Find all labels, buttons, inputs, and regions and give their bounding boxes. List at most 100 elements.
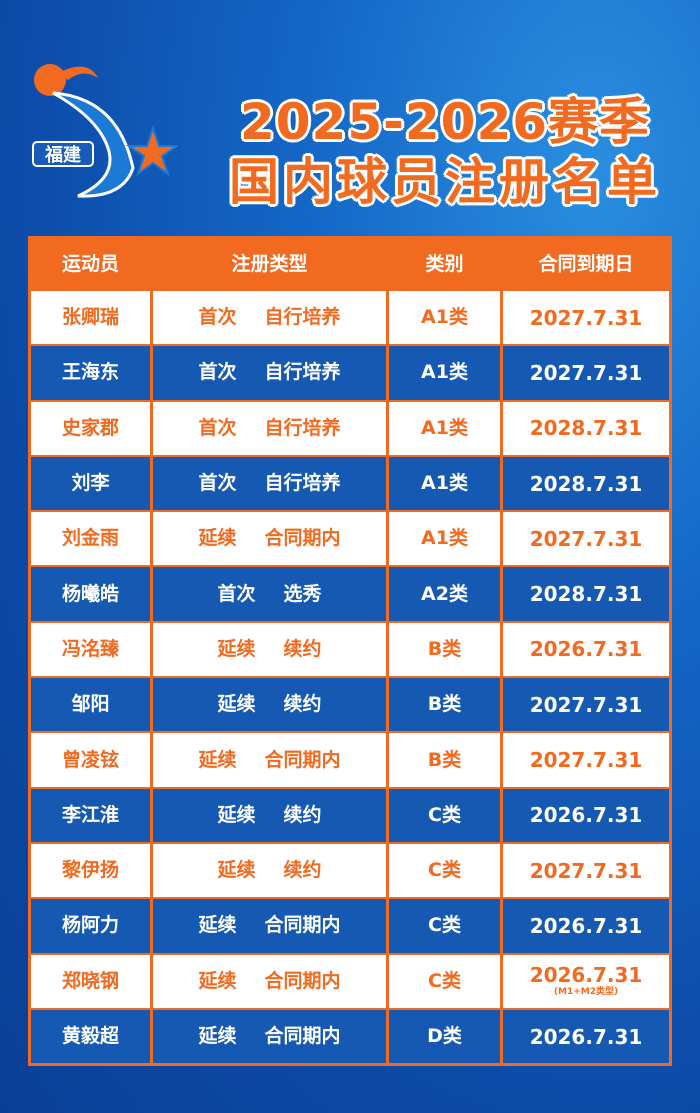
reg-kind: 延续 — [217, 637, 256, 660]
reg-type: 首次 自行培养 — [153, 399, 389, 455]
title-season: 2025-2026赛季 — [239, 93, 651, 151]
expiry: 2027.7.31 — [503, 841, 669, 898]
expiry-date: 2028.7.31 — [529, 416, 643, 441]
player-name: 杨阿力 — [31, 897, 153, 953]
reg-type: 延续 合同期内 — [153, 510, 389, 566]
player-name: 李江淮 — [31, 786, 153, 842]
reg-detail: 自行培养 — [264, 306, 341, 329]
category: A1类 — [389, 289, 503, 345]
category: C类 — [389, 786, 503, 842]
player-name: 王海东 — [31, 344, 153, 400]
expiry: 2028.7.31 — [503, 454, 669, 511]
header-player: 运动员 — [31, 239, 153, 289]
reg-detail: 合同期内 — [264, 748, 341, 771]
reg-detail: 续约 — [283, 637, 322, 660]
table-row: 李江淮 延续 续约 C类 2026.7.31 — [31, 786, 669, 842]
expiry: 2028.7.31 — [503, 565, 669, 621]
reg-type: 首次 自行培养 — [153, 289, 389, 345]
player-name: 黄毅超 — [31, 1007, 153, 1064]
category: C类 — [389, 841, 503, 898]
reg-type: 延续 续约 — [153, 786, 389, 842]
reg-type: 延续 续约 — [153, 620, 389, 677]
expiry-date: 2027.7.31 — [529, 360, 643, 385]
category: C类 — [389, 897, 503, 953]
category: B类 — [389, 731, 503, 787]
reg-detail: 选秀 — [283, 582, 322, 605]
reg-type: 延续 合同期内 — [153, 897, 389, 953]
expiry: 2027.7.31 — [503, 344, 669, 400]
reg-kind: 延续 — [217, 859, 256, 882]
table-row: 刘李 首次 自行培养 A1类 2028.7.31 — [31, 454, 669, 511]
reg-detail: 自行培养 — [264, 472, 341, 495]
table-row: 张卿瑞 首次 自行培养 A1类 2027.7.31 — [31, 289, 669, 345]
expiry-date: 2028.7.31 — [529, 582, 643, 607]
expiry-date: 2027.7.31 — [529, 858, 643, 883]
reg-detail: 续约 — [283, 803, 322, 826]
category: A2类 — [389, 565, 503, 621]
registration-table: 运动员 注册类型 类别 合同到期日 张卿瑞 首次 自行培养 A1类 2027.7.… — [28, 236, 672, 1067]
reg-kind: 首次 — [217, 582, 256, 605]
table-row: 杨曦皓 首次 选秀 A2类 2028.7.31 — [31, 565, 669, 621]
expiry-date: 2027.7.31 — [529, 305, 643, 330]
player-name: 刘李 — [31, 454, 153, 511]
category: C类 — [389, 952, 503, 1008]
expiry-date: 2026.7.31 — [529, 637, 643, 662]
category: B类 — [389, 676, 503, 732]
player-name: 刘金雨 — [31, 510, 153, 566]
player-name: 冯洺臻 — [31, 620, 153, 677]
expiry-date: 2028.7.31 — [529, 471, 643, 496]
header-category: 类别 — [389, 239, 503, 289]
expiry-date: 2027.7.31 — [529, 526, 643, 551]
table-row: 黄毅超 延续 合同期内 D类 2026.7.31 — [31, 1007, 669, 1064]
reg-type: 首次 选秀 — [153, 565, 389, 621]
reg-kind: 延续 — [198, 914, 237, 937]
expiry: 2028.7.31 — [503, 399, 669, 455]
category: D类 — [389, 1007, 503, 1064]
table-row: 郑晓钢 延续 合同期内 C类 2026.7.31 (M1+M2类型) — [31, 952, 669, 1008]
player-name: 黎伊扬 — [31, 841, 153, 898]
reg-kind: 延续 — [198, 527, 237, 550]
expiry-note: (M1+M2类型) — [553, 987, 619, 998]
reg-type: 延续 合同期内 — [153, 1007, 389, 1064]
player-name: 张卿瑞 — [31, 289, 153, 345]
table-row: 黎伊扬 延续 续约 C类 2027.7.31 — [31, 841, 669, 898]
header-expiry: 合同到期日 — [538, 252, 634, 275]
reg-kind: 延续 — [198, 748, 237, 771]
expiry-date: 2027.7.31 — [529, 748, 643, 773]
table-row: 曾凌铉 延续 合同期内 B类 2027.7.31 — [31, 731, 669, 787]
reg-detail: 自行培养 — [264, 416, 341, 439]
reg-type: 延续 续约 — [153, 841, 389, 898]
category: A1类 — [389, 454, 503, 511]
reg-detail: 合同期内 — [264, 1025, 341, 1047]
category: B类 — [389, 620, 503, 677]
expiry: 2026.7.31 (M1+M2类型) — [503, 952, 669, 1008]
reg-kind: 延续 — [217, 693, 256, 716]
reg-type: 首次 自行培养 — [153, 454, 389, 511]
team-logo: 福建 — [28, 58, 181, 208]
expiry-date: 2027.7.31 — [529, 692, 643, 717]
reg-kind: 延续 — [198, 969, 237, 992]
table-row: 史家郡 首次 自行培养 A1类 2028.7.31 — [31, 399, 669, 455]
expiry: 2027.7.31 — [503, 676, 669, 732]
reg-kind: 首次 — [198, 306, 237, 329]
expiry: 2027.7.31 — [503, 289, 669, 345]
expiry-date: 2026.7.31 — [529, 913, 643, 938]
expiry: 2026.7.31 — [503, 897, 669, 953]
expiry-date: 2026.7.31 — [529, 803, 643, 828]
table-row: 杨阿力 延续 合同期内 C类 2026.7.31 — [31, 897, 669, 953]
reg-type: 首次 自行培养 — [153, 344, 389, 400]
reg-kind: 首次 — [198, 472, 237, 495]
player-name: 邹阳 — [31, 676, 153, 732]
table-header: 运动员 注册类型 类别 合同到期日 — [31, 239, 669, 289]
reg-type: 延续 合同期内 — [153, 731, 389, 787]
table-row: 王海东 首次 自行培养 A1类 2027.7.31 — [31, 344, 669, 400]
reg-detail: 自行培养 — [264, 361, 341, 384]
category: A1类 — [389, 399, 503, 455]
expiry: 2027.7.31 — [503, 731, 669, 787]
expiry-date: 2026.7.31 — [529, 963, 643, 988]
player-name: 曾凌铉 — [31, 731, 153, 787]
expiry: 2026.7.31 — [503, 1007, 669, 1064]
reg-detail: 合同期内 — [264, 969, 341, 992]
reg-type: 延续 续约 — [153, 676, 389, 732]
player-name: 郑晓钢 — [31, 952, 153, 1008]
